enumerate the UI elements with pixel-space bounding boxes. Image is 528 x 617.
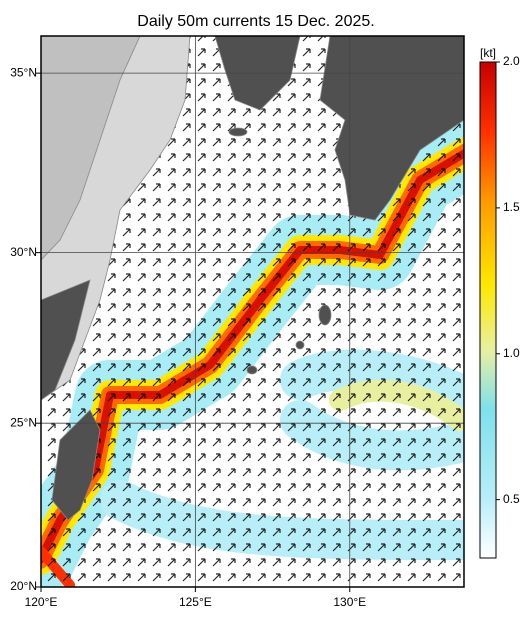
map-area [41,36,464,587]
colorbar-tick-label: 0.5 [503,492,520,506]
map-title: Daily 50m currents 15 Dec. 2025. [137,13,374,30]
map-frame [40,35,465,588]
y-tick-label: 30°N [10,245,37,259]
colorbar-tick-label: 1.5 [503,200,520,214]
x-tick-label: 120°E [25,595,58,609]
x-tick-label: 125°E [179,595,212,609]
colorbar-tick-label: 2.0 [503,54,520,68]
colorbar-tick-label: 1.0 [503,346,520,360]
y-tick-label: 20°N [10,579,37,593]
colorbar-unit: [kt] [480,46,496,60]
colorbar [479,61,497,559]
y-tick-label: 35°N [10,65,37,79]
x-tick-label: 130°E [333,595,366,609]
y-tick-label: 25°N [10,415,37,429]
